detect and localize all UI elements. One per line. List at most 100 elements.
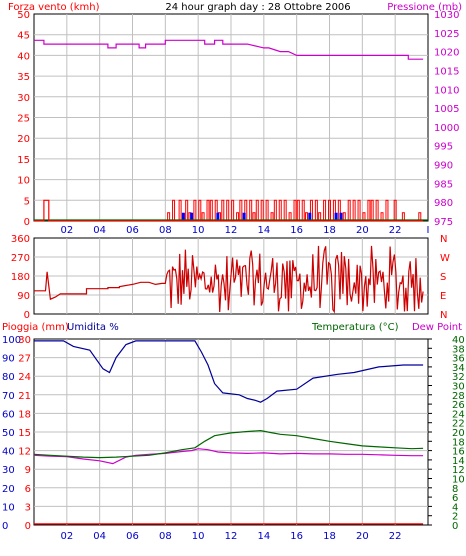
temperature-tick-label: 20	[452, 428, 465, 439]
direction-tick-label: 180	[11, 272, 30, 283]
rain-tick-label: 21	[18, 391, 31, 402]
rain-tick-label: 6	[25, 484, 31, 495]
pressure-tick-label: 1010	[434, 85, 459, 96]
hour-tick-label: 08	[159, 225, 172, 236]
temperature-tick-label: 28	[452, 391, 465, 402]
humidity-tick-label: 70	[2, 391, 15, 402]
wind-pressure-panel: 0510152025303540455097598098599099510001…	[17, 10, 459, 236]
compass-label: N	[440, 234, 447, 245]
rain-tick-label: 30	[18, 335, 31, 346]
wind-tick-label: 20	[17, 134, 30, 145]
temperature-tick-label: 22	[452, 419, 465, 430]
temperature-line	[33, 429, 424, 459]
temperature-tick-label: 26	[452, 400, 465, 411]
temperature-tick-label: 16	[452, 447, 465, 458]
gust-bar-blue	[339, 212, 343, 221]
temperature-tick-label: 24	[452, 409, 465, 420]
temperature-tick-label: 18	[452, 437, 465, 448]
hour-tick-label: 16	[290, 225, 303, 236]
rain-tick-label: 3	[25, 502, 31, 513]
gust-bar-blue	[216, 212, 220, 221]
hour-tick-label: 12	[225, 531, 238, 542]
wind-direction-line	[34, 245, 424, 314]
wind-axis-label: Forza vento (kmh)	[8, 2, 100, 13]
wind-tick-label: 0	[24, 217, 30, 228]
hour-tick-label: 02	[60, 531, 73, 542]
rain-tick-label: 0	[25, 521, 31, 532]
humidity-tick-label: 90	[2, 354, 15, 365]
direction-tick-label: 90	[17, 291, 30, 302]
pressure-tick-label: 1005	[434, 104, 459, 115]
temperature-tick-label: 8	[452, 484, 458, 495]
hour-tick-label: 14	[257, 225, 270, 236]
pressure-tick-label: 1025	[434, 29, 459, 40]
wind-speed-line	[34, 199, 424, 222]
rain-tick-label: 27	[18, 354, 31, 365]
wind-tick-label: 30	[17, 93, 30, 104]
humidity-tick-label: 0	[2, 521, 8, 532]
temperature-tick-label: 6	[452, 493, 458, 504]
wind-tick-label: 50	[17, 10, 30, 21]
hour-tick-label: 20	[356, 225, 369, 236]
temperature-tick-label: 38	[452, 344, 465, 355]
wind-tick-label: 5	[24, 196, 30, 207]
hour-tick-label: 14	[257, 531, 270, 542]
humidity-tick-label: 30	[2, 465, 15, 476]
hour-tick-label: 18	[323, 531, 336, 542]
compass-label: W	[440, 253, 450, 264]
humidity-tick-label: 80	[2, 372, 15, 383]
hour-tick-label: I	[427, 225, 430, 236]
temperature-tick-label: 30	[452, 382, 465, 393]
hour-tick-label: 18	[323, 225, 336, 236]
compass-label: N	[440, 310, 447, 321]
humidity-axis-label: Umidita %	[67, 322, 119, 333]
temperature-tick-label: 4	[452, 502, 458, 513]
temperature-axis-label: Temperatura (°C)	[311, 322, 399, 333]
temperature-tick-label: 32	[452, 372, 465, 383]
rain-tick-label: 15	[18, 428, 31, 439]
temperature-tick-label: 2	[452, 512, 458, 523]
pressure-tick-label: 980	[434, 198, 453, 209]
temperature-tick-label: 40	[452, 335, 465, 346]
pressure-axis-label: Pressione (mb)	[387, 2, 462, 13]
pressure-line	[34, 39, 424, 60]
humidity-tick-label: 20	[2, 484, 15, 495]
humidity-tick-label: 100	[2, 335, 21, 346]
temperature-tick-label: 34	[452, 363, 465, 374]
temperature-tick-label: 12	[452, 465, 465, 476]
hour-tick-label: 06	[126, 225, 139, 236]
pressure-tick-label: 1015	[434, 66, 459, 77]
pressure-tick-label: 975	[434, 217, 453, 228]
dewpoint-axis-label: Dew Point	[412, 322, 462, 333]
rain-tick-label: 12	[18, 447, 31, 458]
humidity-tick-label: 10	[2, 502, 15, 513]
gust-bar-blue	[334, 212, 338, 221]
wind-tick-label: 40	[17, 51, 30, 62]
pressure-tick-label: 1000	[434, 123, 459, 134]
direction-tick-label: 0	[24, 310, 30, 321]
wind-tick-label: 25	[17, 114, 30, 125]
rain-tick-label: 18	[18, 409, 31, 420]
dewpoint-line	[33, 448, 424, 465]
pressure-tick-label: 985	[434, 179, 453, 190]
direction-tick-label: 360	[11, 234, 30, 245]
wind-tick-label: 35	[17, 72, 30, 83]
hour-tick-label: 02	[60, 225, 73, 236]
wind-tick-label: 10	[17, 176, 30, 187]
hour-tick-label: 22	[389, 531, 402, 542]
gust-bar-blue	[308, 212, 312, 221]
wind-tick-label: 45	[17, 31, 30, 42]
pressure-tick-label: 990	[434, 161, 453, 172]
hour-tick-label: 08	[159, 531, 172, 542]
rain-axis-label: Pioggia (mm)	[2, 322, 69, 333]
hour-tick-label: 04	[93, 531, 106, 542]
pressure-tick-label: 995	[434, 142, 453, 153]
humidity-line	[34, 340, 424, 403]
hour-tick-label: 12	[225, 225, 238, 236]
hour-tick-label: 20	[356, 531, 369, 542]
rain-tick-label: 9	[25, 465, 31, 476]
gust-bar-blue	[242, 212, 246, 221]
pressure-tick-label: 1030	[434, 10, 459, 21]
